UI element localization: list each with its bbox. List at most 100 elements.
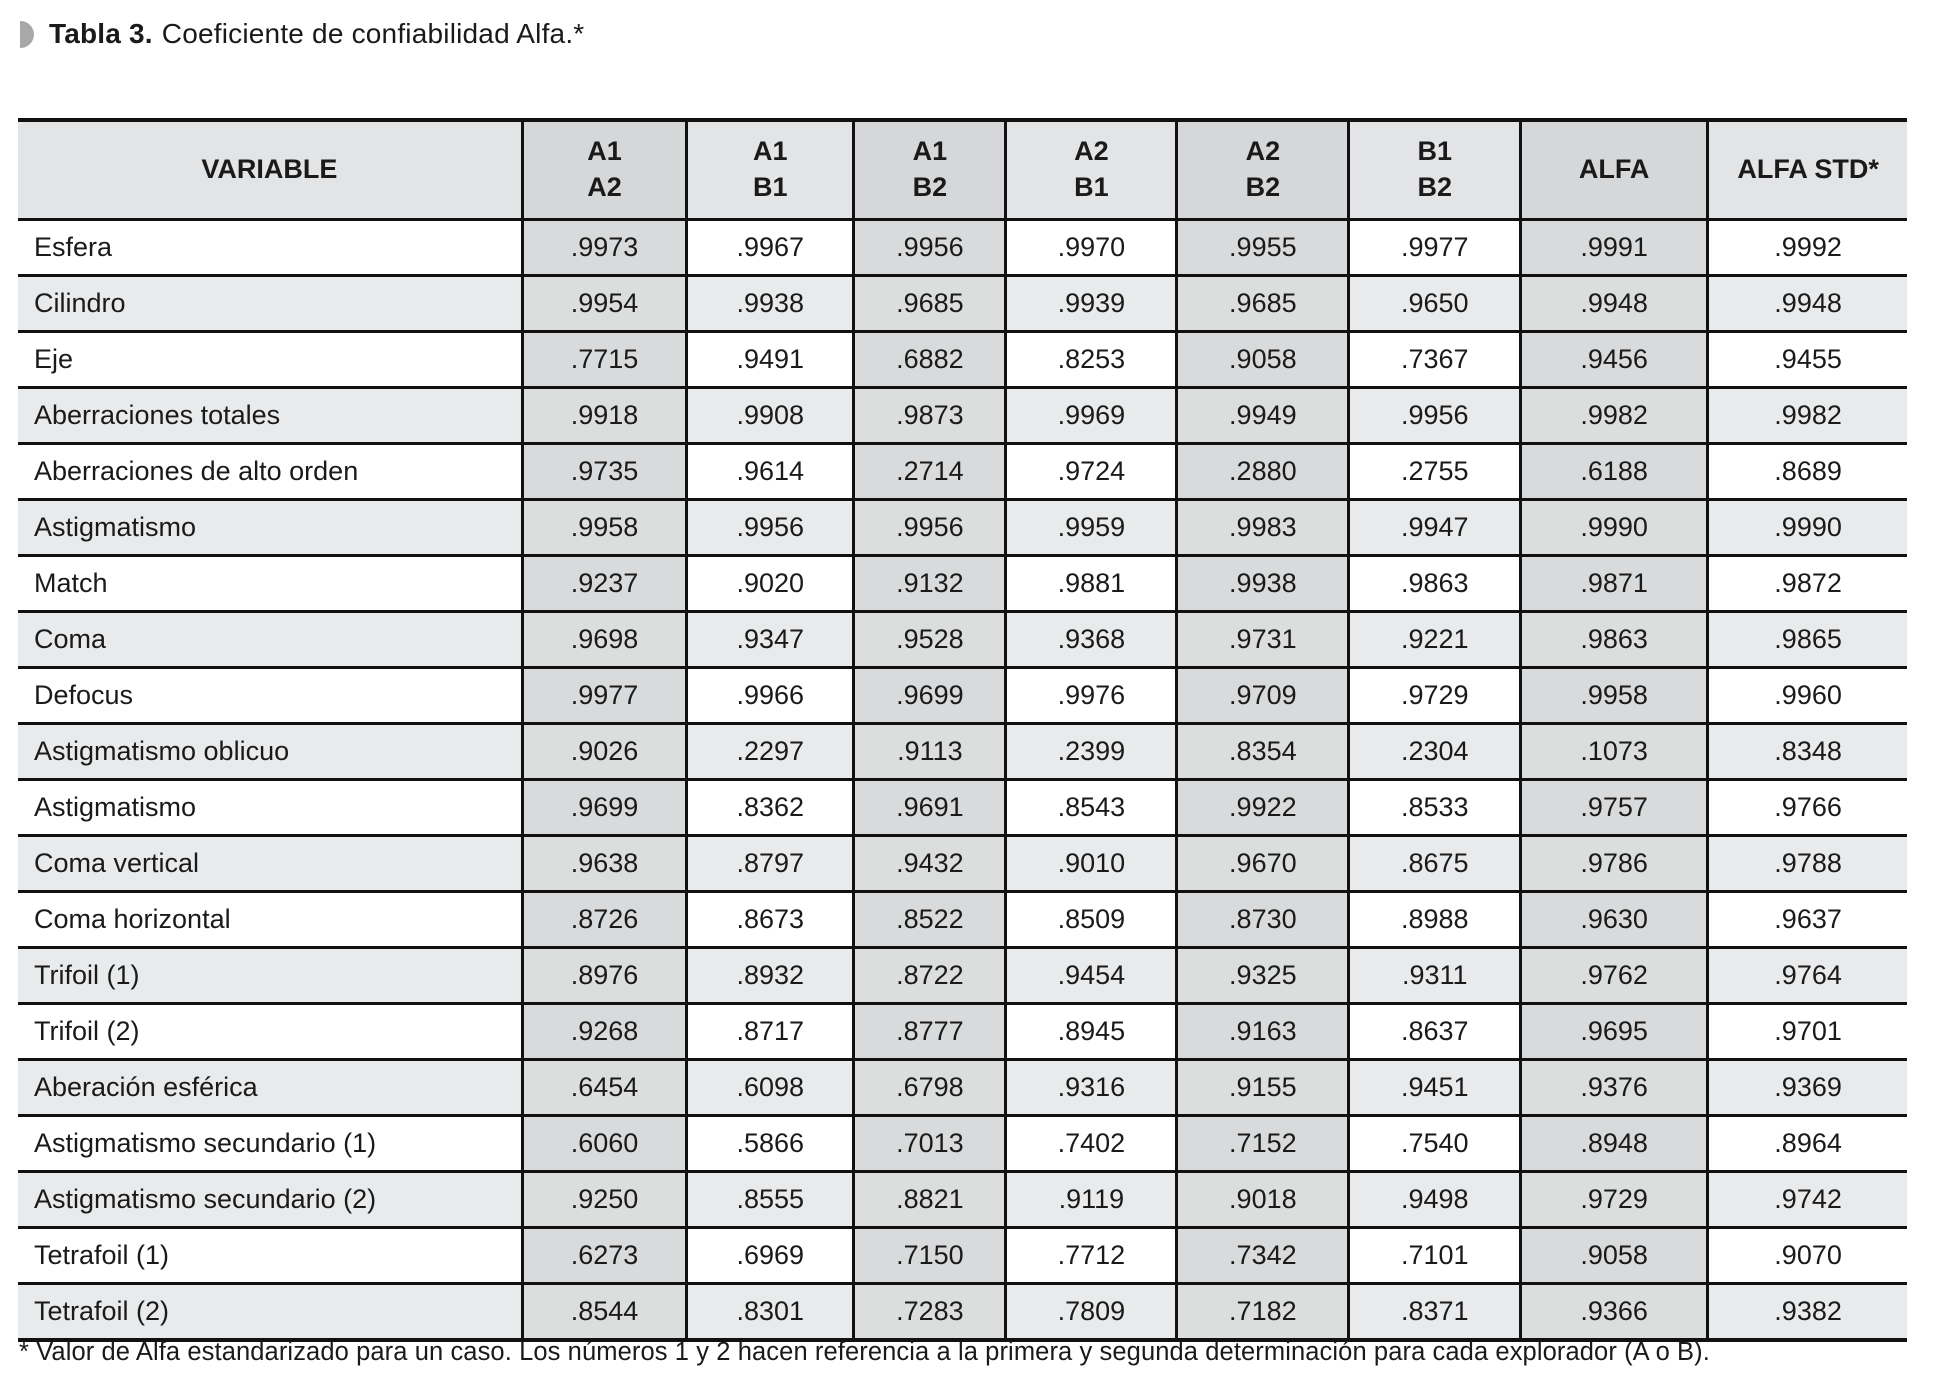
value-cell: .9018: [1175, 1170, 1349, 1229]
column-header-variable: VARIABLE: [18, 118, 523, 221]
value-cell: .9020: [685, 554, 854, 613]
value-cell: .7150: [852, 1226, 1006, 1285]
value-cell: .9939: [1004, 274, 1177, 333]
value-cell: .8555: [685, 1170, 854, 1229]
value-cell: .8543: [1004, 778, 1177, 837]
value-cell: .6188: [1519, 442, 1708, 501]
value-cell: .9982: [1706, 386, 1907, 445]
variable-cell: Esfera: [18, 218, 523, 277]
value-cell: .8689: [1706, 442, 1907, 501]
value-cell: .9970: [1004, 218, 1177, 277]
table-row: Coma horizontal .8726.8673.8522.8509.8730…: [18, 890, 1907, 949]
value-cell: .9268: [520, 1002, 687, 1061]
column-header-a2-b2: A2 B2: [1175, 118, 1349, 221]
value-cell: .9058: [1519, 1226, 1708, 1285]
value-cell: .9955: [1175, 218, 1349, 277]
value-cell: .8362: [685, 778, 854, 837]
value-cell: .2714: [852, 442, 1006, 501]
table-row: Aberraciones de alto orden .9735.9614.271…: [18, 442, 1907, 501]
value-cell: .9325: [1175, 946, 1349, 1005]
value-cell: .6060: [520, 1114, 687, 1173]
value-cell: .6454: [520, 1058, 687, 1117]
value-cell: .7101: [1347, 1226, 1521, 1285]
value-cell: .8988: [1347, 890, 1521, 949]
table-row: Astigmatismo oblicuo .9026.2297.9113.2399…: [18, 722, 1907, 781]
table-row: Astigmatismo .9958.9956.9956.9959.9983.99…: [18, 498, 1907, 557]
value-cell: .9947: [1347, 498, 1521, 557]
table-row: Tetrafoil (2) .8544.8301.7283.7809.7182.8…: [18, 1282, 1907, 1342]
value-cell: .9958: [520, 498, 687, 557]
value-cell: .9382: [1706, 1282, 1907, 1342]
value-cell: .9432: [852, 834, 1006, 893]
value-cell: .9237: [520, 554, 687, 613]
variable-cell: Coma: [18, 610, 523, 669]
table-body: Esfera .9973.9967.9956.9970.9955.9977.999…: [18, 218, 1907, 1342]
variable-cell: Astigmatismo secundario (1): [18, 1114, 523, 1173]
value-cell: .9455: [1706, 330, 1907, 389]
table-row: Aberraciones totales .9918.9908.9873.9969…: [18, 386, 1907, 445]
value-cell: .9119: [1004, 1170, 1177, 1229]
column-header-a2-b1: A2 B1: [1004, 118, 1177, 221]
value-cell: .9132: [852, 554, 1006, 613]
value-cell: .9908: [685, 386, 854, 445]
value-cell: .9742: [1706, 1170, 1907, 1229]
value-cell: .8932: [685, 946, 854, 1005]
value-cell: .8371: [1347, 1282, 1521, 1342]
value-cell: .9368: [1004, 610, 1177, 669]
value-cell: .9969: [1004, 386, 1177, 445]
value-cell: .9990: [1519, 498, 1708, 557]
value-cell: .9863: [1519, 610, 1708, 669]
value-cell: .9630: [1519, 890, 1708, 949]
value-cell: .9990: [1706, 498, 1907, 557]
value-cell: .2399: [1004, 722, 1177, 781]
value-cell: .8730: [1175, 890, 1349, 949]
value-cell: .6969: [685, 1226, 854, 1285]
value-cell: .7342: [1175, 1226, 1349, 1285]
value-cell: .7182: [1175, 1282, 1349, 1342]
value-cell: .9369: [1706, 1058, 1907, 1117]
value-cell: .9976: [1004, 666, 1177, 725]
value-cell: .7152: [1175, 1114, 1349, 1173]
value-cell: .9948: [1706, 274, 1907, 333]
value-cell: .2880: [1175, 442, 1349, 501]
value-cell: .8976: [520, 946, 687, 1005]
value-cell: .8821: [852, 1170, 1006, 1229]
value-cell: .8964: [1706, 1114, 1907, 1173]
variable-cell: Astigmatismo: [18, 778, 523, 837]
value-cell: .7402: [1004, 1114, 1177, 1173]
value-cell: .1073: [1519, 722, 1708, 781]
table-row: Coma .9698.9347.9528.9368.9731.9221.9863.…: [18, 610, 1907, 669]
table-row: Astigmatismo secundario (2) .9250.8555.88…: [18, 1170, 1907, 1229]
variable-cell: Aberraciones totales: [18, 386, 523, 445]
value-cell: .9948: [1519, 274, 1708, 333]
table-row: Defocus .9977.9966.9699.9976.9709.9729.99…: [18, 666, 1907, 725]
value-cell: .9788: [1706, 834, 1907, 893]
value-cell: .8948: [1519, 1114, 1708, 1173]
value-cell: .7712: [1004, 1226, 1177, 1285]
value-cell: .9881: [1004, 554, 1177, 613]
value-cell: .9347: [685, 610, 854, 669]
value-cell: .9958: [1519, 666, 1708, 725]
value-cell: .9316: [1004, 1058, 1177, 1117]
value-cell: .9922: [1175, 778, 1349, 837]
value-cell: .9685: [1175, 274, 1349, 333]
value-cell: .9699: [852, 666, 1006, 725]
value-cell: .9973: [520, 218, 687, 277]
caption-label: Tabla 3.: [49, 18, 153, 49]
value-cell: .8301: [685, 1282, 854, 1342]
value-cell: .9967: [685, 218, 854, 277]
table-row: Esfera .9973.9967.9956.9970.9955.9977.999…: [18, 218, 1907, 277]
value-cell: .9456: [1519, 330, 1708, 389]
value-cell: .9731: [1175, 610, 1349, 669]
table-marker-icon: [20, 20, 34, 48]
value-cell: .2297: [685, 722, 854, 781]
value-cell: .8717: [685, 1002, 854, 1061]
variable-cell: Cilindro: [18, 274, 523, 333]
variable-cell: Astigmatismo: [18, 498, 523, 557]
value-cell: .9735: [520, 442, 687, 501]
value-cell: .8637: [1347, 1002, 1521, 1061]
value-cell: .9701: [1706, 1002, 1907, 1061]
variable-cell: Aberraciones de alto orden: [18, 442, 523, 501]
table-footnote: * Valor de Alfa estandarizado para un ca…: [19, 1338, 1710, 1366]
